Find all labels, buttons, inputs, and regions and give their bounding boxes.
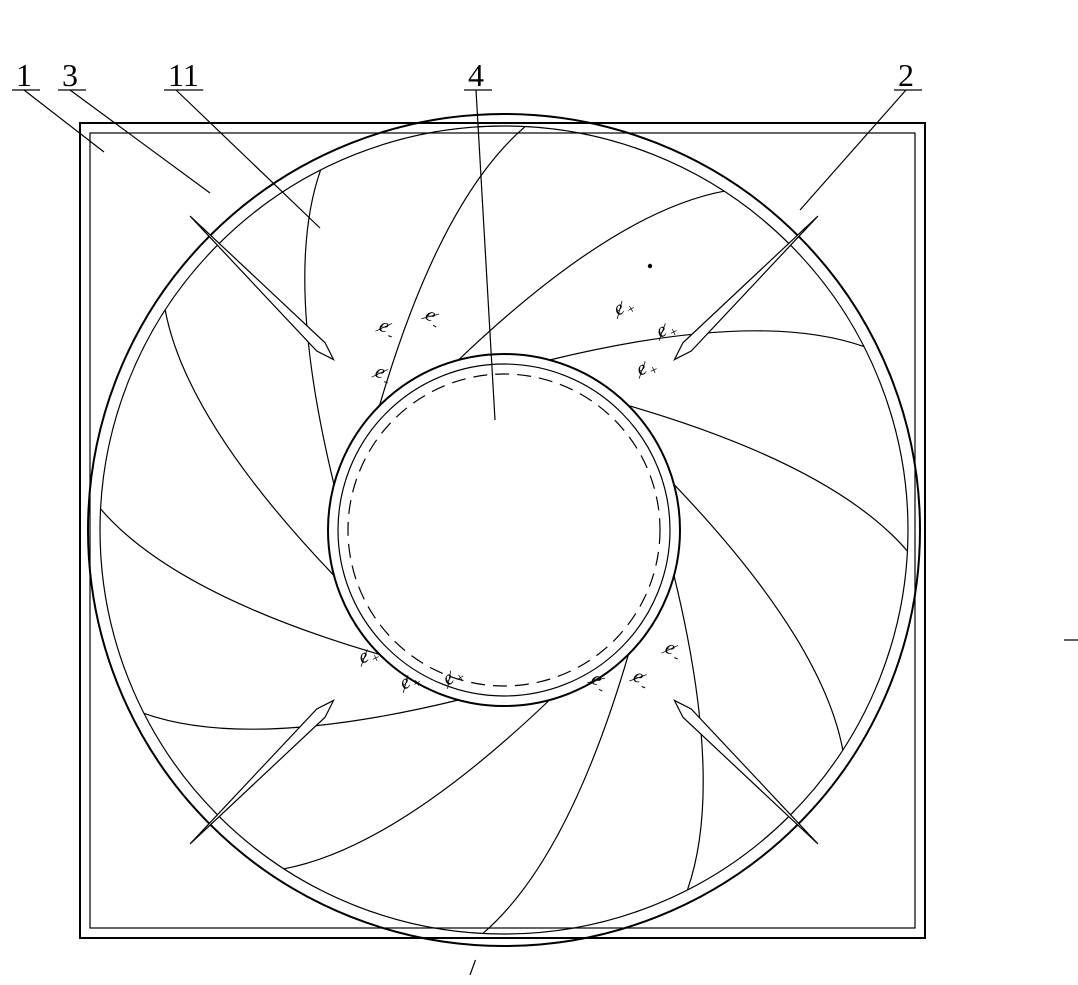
charge-label: e+ [651,315,681,347]
callout-label: 2 [898,57,914,93]
callout-label: 11 [168,57,199,93]
charge-label: e+ [631,353,661,385]
edge-tick [470,960,475,975]
charge-label: e- [659,635,685,666]
charge-label: e- [626,664,653,695]
charge-label: e- [369,359,395,390]
stray-dot [648,264,652,268]
charge-label: e+ [437,661,469,694]
callout-label: 1 [16,57,32,93]
charge-label: e- [418,302,447,334]
charge-label: e- [373,313,399,344]
charge-label: e+ [608,292,639,325]
charge-label: e+ [353,641,383,673]
callout-label: 4 [468,57,484,93]
callout-label: 3 [62,57,78,93]
